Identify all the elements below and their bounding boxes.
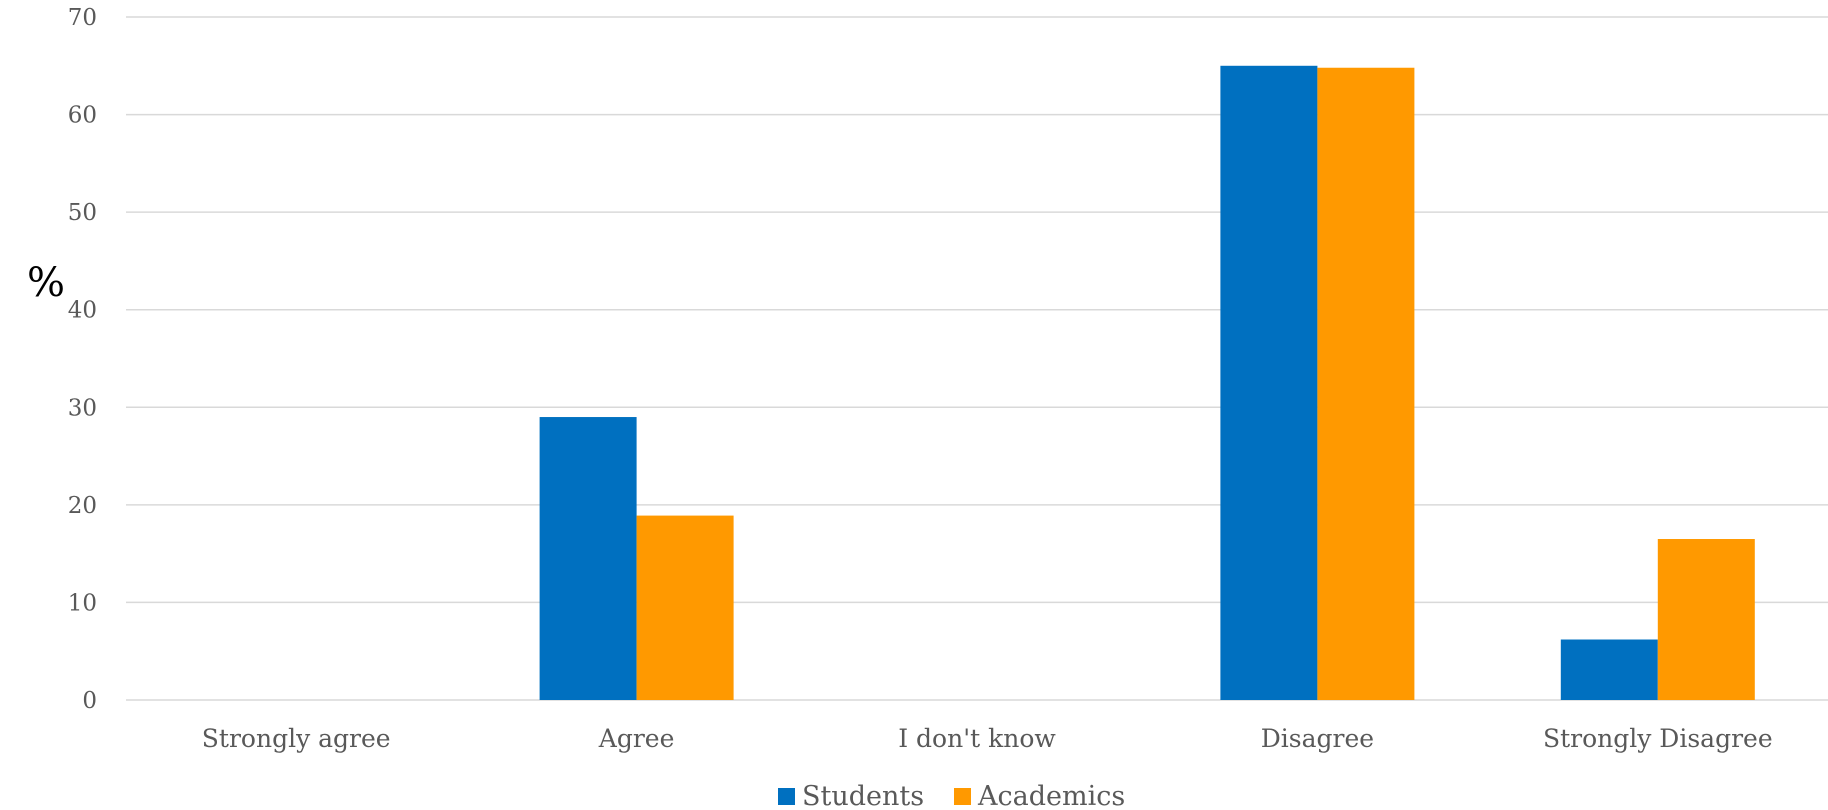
legend-label: Students — [802, 781, 924, 810]
y-tick-label: 40 — [68, 298, 97, 324]
x-axis-categories: Strongly agree Agree I don't know Disagree S… — [202, 724, 1773, 753]
legend-swatch — [778, 788, 795, 805]
legend-item-students: Students — [778, 781, 924, 810]
bars — [539, 65, 1755, 701]
y-axis-label: % — [27, 260, 65, 306]
x-category-label: Disagree — [1261, 724, 1374, 753]
y-tick-label: 70 — [68, 5, 97, 31]
x-category-label: Strongly Disagree — [1543, 724, 1773, 753]
x-category-label: Strongly agree — [202, 724, 391, 753]
y-axis-ticks: 0 10 20 30 40 50 60 70 — [68, 5, 97, 714]
legend: Students Academics — [778, 781, 1125, 810]
y-tick-label: 60 — [68, 103, 97, 129]
bar-academics-agree — [636, 515, 734, 700]
y-tick-label: 10 — [68, 590, 97, 616]
legend-label: Academics — [977, 781, 1125, 810]
bar-students-agree — [539, 417, 637, 700]
y-tick-label: 50 — [68, 200, 97, 226]
bar-students-strongly-disagree — [1560, 639, 1658, 700]
x-category-label: I don't know — [898, 724, 1056, 753]
y-tick-label: 30 — [68, 395, 97, 421]
legend-swatch — [954, 788, 971, 805]
y-tick-label: 20 — [68, 493, 97, 519]
bar-academics-strongly-disagree — [1657, 539, 1755, 700]
y-tick-label: 0 — [82, 688, 97, 714]
x-category-label: Agree — [598, 724, 675, 753]
gridlines — [126, 16, 1828, 701]
bar-students-disagree — [1220, 65, 1318, 701]
bar-academics-disagree — [1317, 67, 1415, 701]
legend-item-academics: Academics — [954, 781, 1125, 810]
